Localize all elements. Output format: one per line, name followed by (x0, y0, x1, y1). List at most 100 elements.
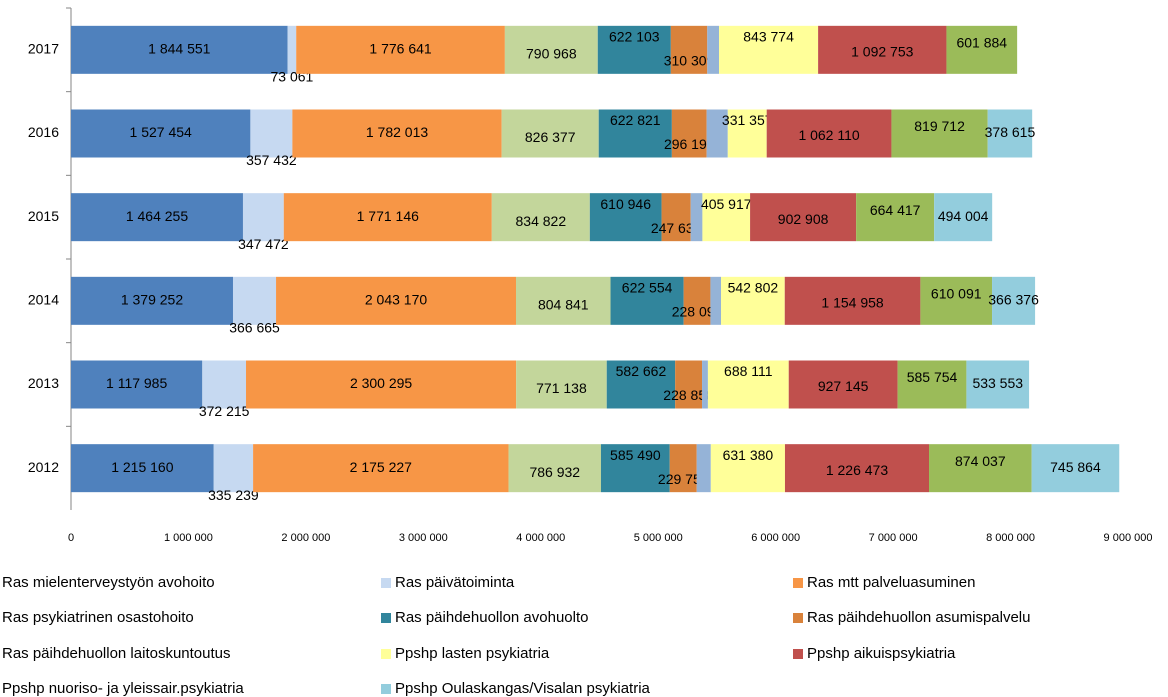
legend-marker (381, 649, 391, 659)
bar-segment (987, 109, 1033, 158)
data-label: 533 553 (972, 375, 1023, 391)
bar-segment (670, 25, 708, 74)
bar-segment (966, 360, 1030, 409)
bar-segment (696, 444, 711, 493)
data-label: 585 490 (610, 447, 661, 463)
x-tick-label: 1 000 000 (164, 532, 213, 544)
y-tick-label: 2014 (28, 292, 59, 308)
bar-segment (784, 444, 930, 493)
bar-segment (246, 360, 517, 409)
data-label: 1 527 454 (130, 124, 192, 140)
legend-marker (381, 613, 391, 623)
bar-segment (296, 25, 505, 74)
bar-segment (232, 276, 277, 325)
bar-segment (598, 109, 672, 158)
data-label: 228 858 (663, 387, 714, 403)
bar-segment (71, 360, 203, 409)
legend-label: Ppshp nuoriso- ja yleissair.psykiatria (2, 680, 244, 697)
bar-segment (702, 360, 708, 409)
bar-segment (671, 109, 707, 158)
x-tick-label: 4 000 000 (516, 532, 565, 544)
bar-segment (250, 109, 293, 158)
data-label: 331 357 (722, 112, 773, 128)
legend-label: Ppshp Oulaskangas/Visalan psykiatria (395, 680, 651, 697)
data-label: 790 968 (526, 46, 577, 62)
data-label: 347 472 (238, 236, 289, 252)
bar-segment (707, 25, 720, 74)
y-tick-label: 2013 (28, 375, 59, 391)
bar-segment (788, 360, 898, 409)
bar-segment (600, 444, 670, 493)
bar-segment (675, 360, 703, 409)
bar-segment (766, 109, 892, 158)
bar-segment (856, 193, 935, 242)
data-label: 631 380 (723, 447, 774, 463)
data-label: 688 111 (724, 363, 773, 379)
legend-label: Ras päivätoiminta (395, 574, 515, 591)
bar-segment (710, 444, 785, 493)
x-tick-label: 5 000 000 (634, 532, 683, 544)
x-tick-label: 6 000 000 (751, 532, 800, 544)
bar-segment (707, 360, 789, 409)
bar-segment (504, 25, 598, 74)
legend-marker (381, 684, 391, 694)
data-label: 1 226 473 (826, 462, 888, 478)
data-label: 372 215 (199, 403, 250, 419)
data-label: 366 665 (229, 320, 280, 336)
bar-segment (71, 109, 251, 158)
bar-segment (719, 25, 819, 74)
data-label: 927 145 (818, 378, 869, 394)
legend-marker (381, 578, 391, 588)
data-label: 819 712 (914, 118, 965, 134)
data-label: 664 417 (870, 202, 921, 218)
bar-segment (992, 276, 1036, 325)
bar-segment (276, 276, 517, 325)
x-tick-label: 8 000 000 (986, 532, 1035, 544)
data-label: 1 117 985 (106, 375, 167, 391)
data-label: 874 037 (955, 453, 1006, 469)
data-label: 622 103 (609, 29, 660, 45)
bar-segment (589, 193, 662, 242)
legend-label: Ras päihdehuollon asumispalvelu (807, 609, 1030, 626)
x-tick-label: 2 000 000 (281, 532, 330, 544)
bar-segment (501, 109, 599, 158)
y-tick-label: 2016 (28, 124, 59, 140)
bar-segment (491, 193, 590, 242)
data-label: 229 759 (658, 471, 709, 487)
bar-segment (750, 193, 857, 242)
data-label: 1 464 255 (126, 208, 188, 224)
data-label: 610 946 (600, 196, 651, 212)
data-label: 405 917 (701, 196, 752, 212)
data-label: 357 432 (246, 152, 297, 168)
legend-label: Ras mielenterveystyön avohoito (2, 574, 215, 591)
data-label: 2 043 170 (365, 292, 427, 308)
bar-segment (508, 444, 601, 493)
bar-segment (71, 444, 214, 493)
data-label: 622 821 (610, 112, 661, 128)
data-label: 834 822 (516, 213, 567, 229)
bar-segment (727, 109, 767, 158)
legend-marker (793, 613, 803, 623)
bar-segment (287, 25, 297, 74)
data-label: 902 908 (778, 211, 829, 227)
bar-segment (784, 276, 921, 325)
data-label: 610 091 (931, 286, 982, 302)
data-label: 378 615 (985, 124, 1036, 140)
bar-segment (71, 193, 243, 242)
data-label: 1 771 146 (357, 208, 419, 224)
data-label: 542 802 (728, 280, 779, 296)
bar-segment (897, 360, 967, 409)
bar-segment (606, 360, 676, 409)
data-label: 1 062 110 (798, 127, 859, 143)
data-label: 494 004 (938, 208, 989, 224)
y-tick-label: 2015 (28, 208, 59, 224)
bar-segment (610, 276, 684, 325)
bar-segment (934, 193, 993, 242)
bar-segment (516, 276, 611, 325)
legend-label: Ras psykiatrinen osastohoito (2, 609, 194, 626)
data-label: 1 782 013 (366, 124, 428, 140)
y-tick-label: 2017 (28, 41, 59, 57)
bar-segment (253, 444, 509, 493)
x-tick-label: 9 000 000 (1104, 532, 1153, 544)
bar-segment (929, 444, 1032, 493)
